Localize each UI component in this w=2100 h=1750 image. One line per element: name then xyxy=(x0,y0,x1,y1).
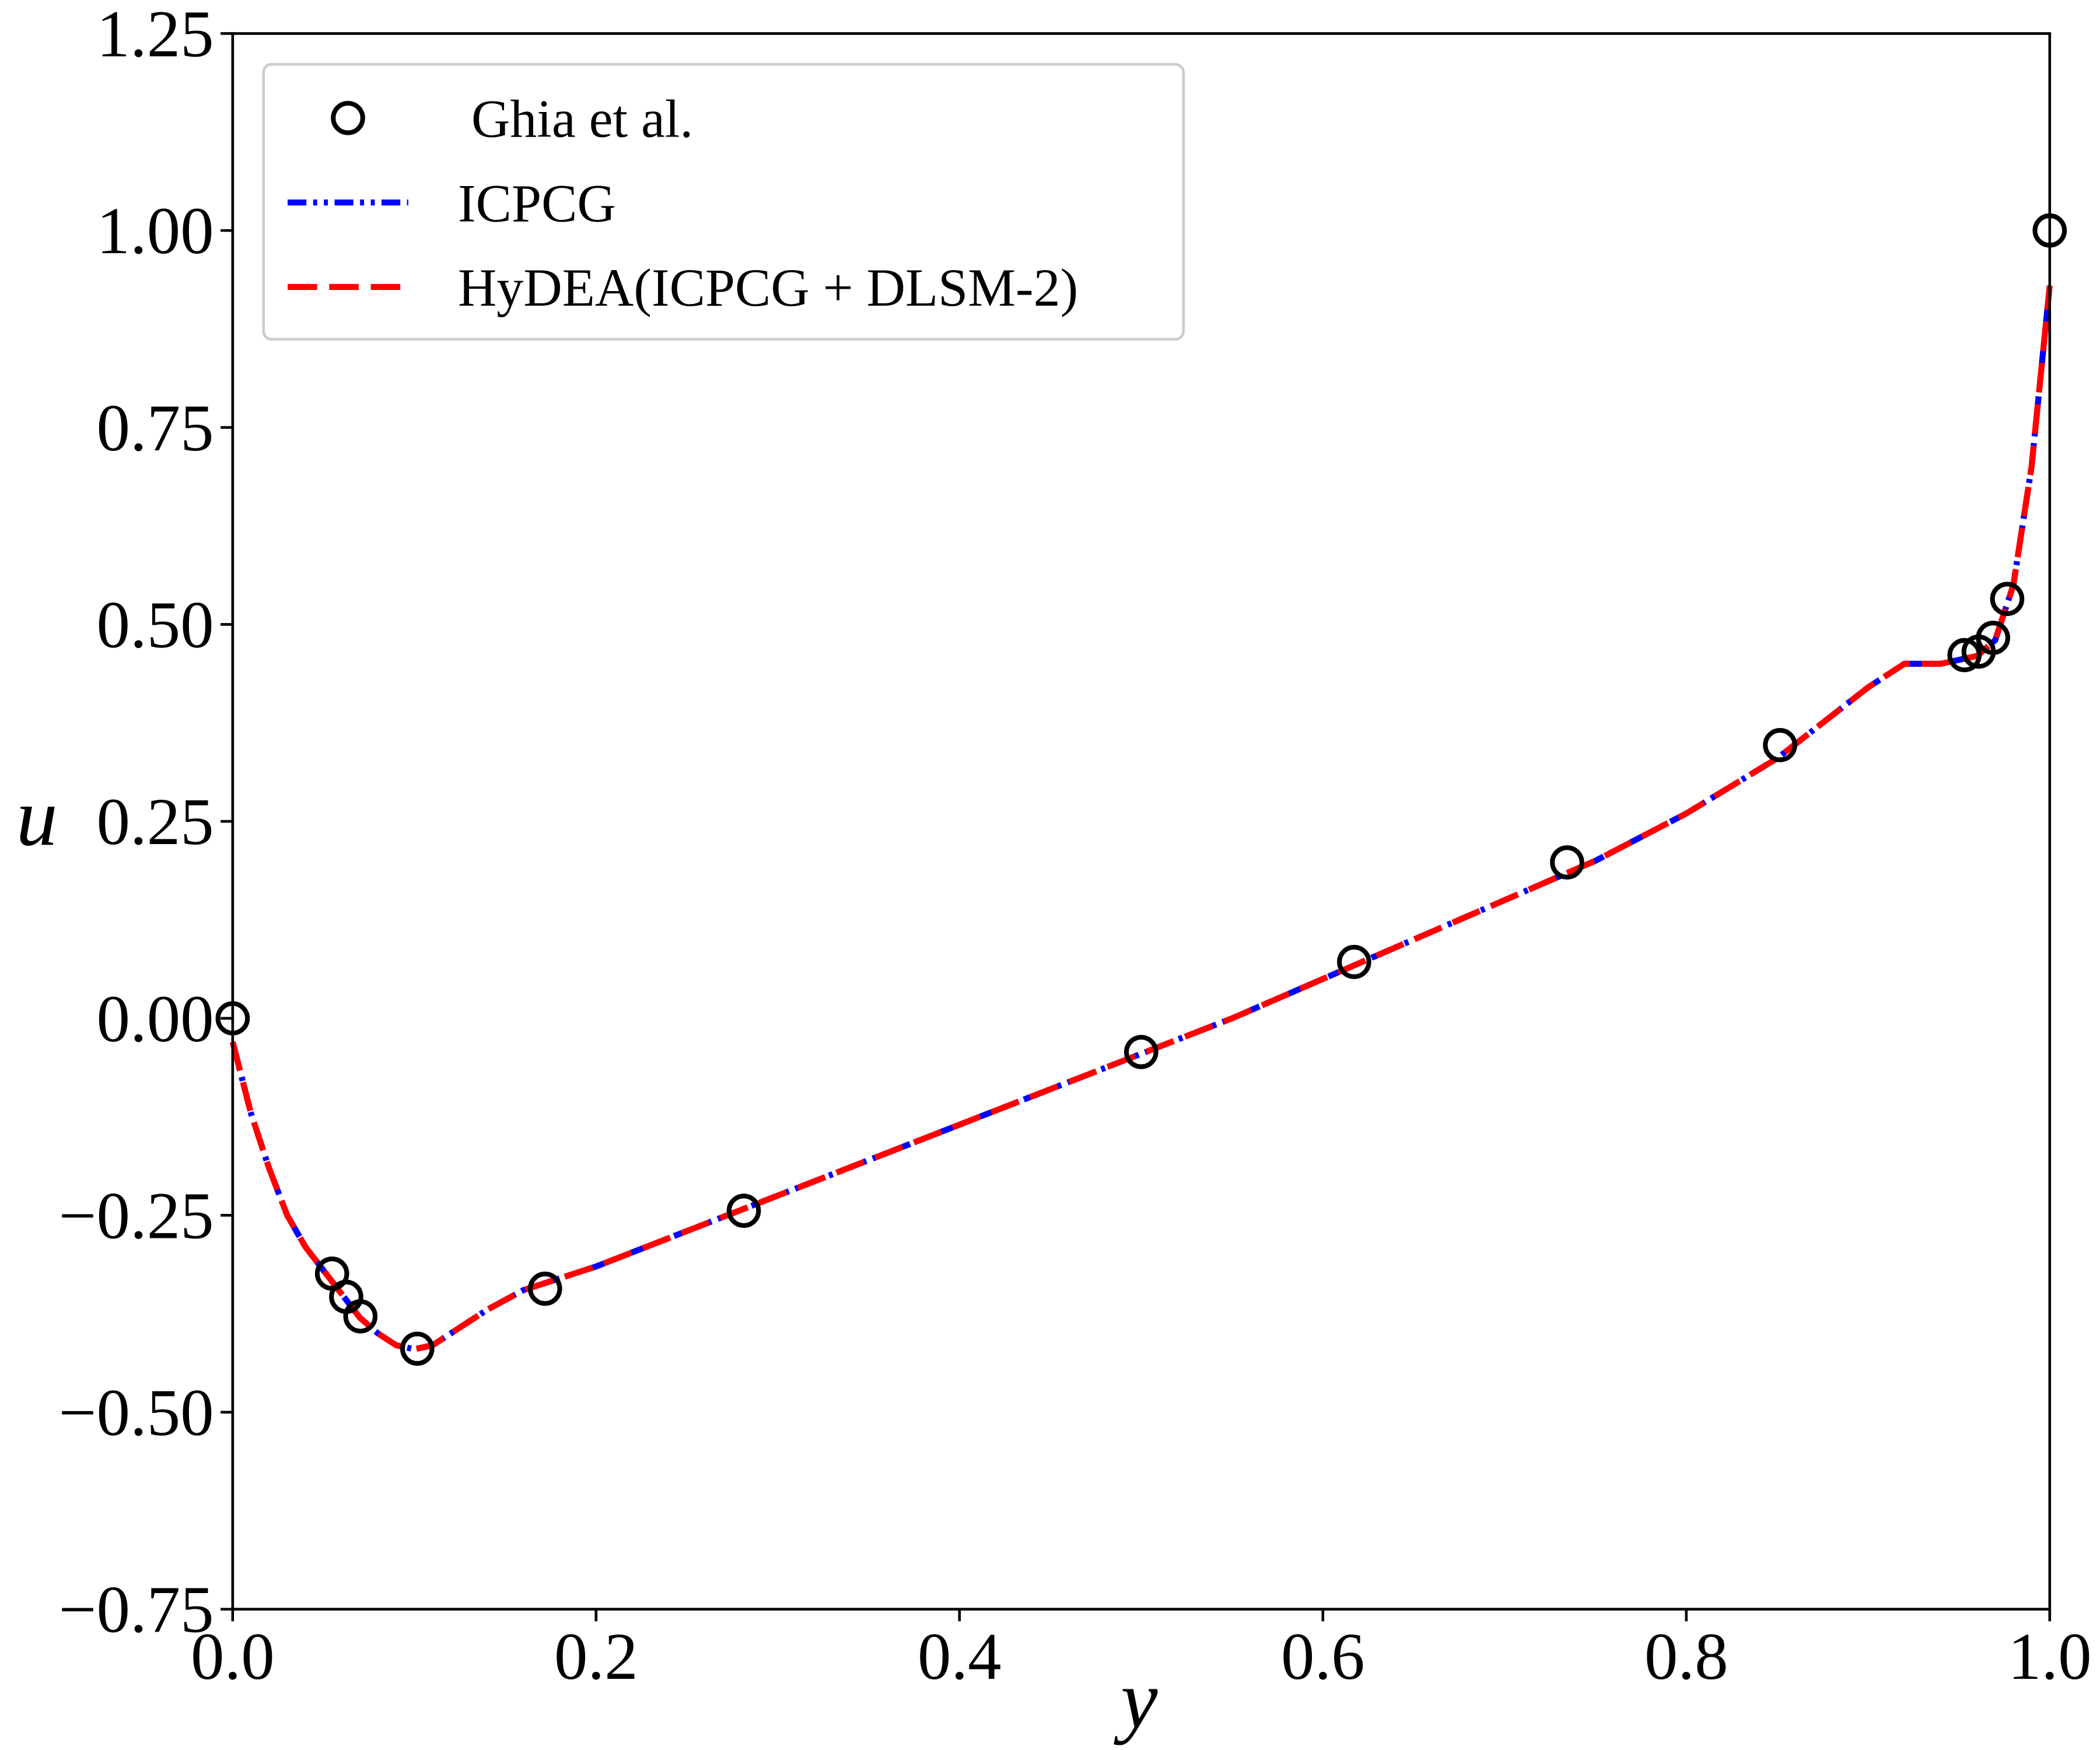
marker xyxy=(1763,727,1797,762)
x-tick-label: 0.0 xyxy=(191,1619,275,1693)
x-tick-label: 0.6 xyxy=(1281,1619,1365,1693)
marker xyxy=(400,1331,435,1366)
plot-frame xyxy=(231,32,2052,1611)
y-tick-label: −0.75 xyxy=(59,1573,214,1647)
x-tick-label: 0.4 xyxy=(918,1619,1002,1693)
marker xyxy=(1337,944,1371,979)
y-tick-label: 0.25 xyxy=(97,785,214,859)
line-series xyxy=(229,285,2053,1353)
y-axis-label: u xyxy=(16,771,58,863)
y-tick-label: −0.50 xyxy=(59,1376,214,1450)
y-tick-label: 0.75 xyxy=(97,391,214,465)
legend-label: HyDEA(ICPCG + DLSM-2) xyxy=(458,258,1078,317)
x-tick-label: 1.0 xyxy=(2008,1619,2092,1693)
y-tick-label: 0.50 xyxy=(97,587,214,662)
x-tick-label: 0.8 xyxy=(1644,1619,1728,1693)
y-tick-label: 1.00 xyxy=(97,194,214,268)
marker xyxy=(726,1194,761,1228)
marker xyxy=(1990,582,2025,617)
line-series xyxy=(229,285,2053,1353)
x-axis-label: y xyxy=(1114,1653,1158,1745)
x-tick-label: 0.2 xyxy=(554,1619,638,1693)
y-tick-label: 0.00 xyxy=(97,982,214,1056)
legend-label: Ghia et al. xyxy=(471,89,693,148)
marker xyxy=(1947,638,1982,673)
marker xyxy=(343,1299,378,1334)
marker xyxy=(1976,621,2010,655)
marker xyxy=(1124,1035,1158,1069)
y-tick-label: 1.25 xyxy=(97,0,214,71)
marker xyxy=(1550,845,1584,880)
legend-label: ICPCG xyxy=(458,173,616,233)
marker xyxy=(527,1271,562,1306)
legend-marker xyxy=(331,100,365,135)
y-tick-label: −0.25 xyxy=(59,1178,214,1252)
legend-box xyxy=(262,63,1185,341)
